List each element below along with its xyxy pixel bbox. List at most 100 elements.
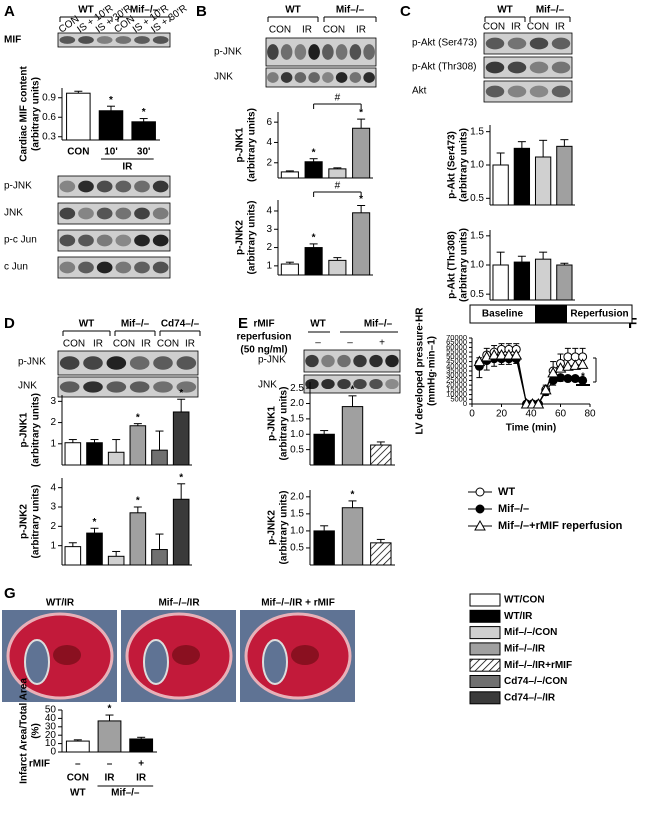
blot-band bbox=[349, 44, 362, 60]
panel-letter: F bbox=[628, 315, 637, 332]
significance-marker: * bbox=[142, 107, 146, 118]
blot-band bbox=[78, 180, 94, 193]
y-tick-label: 10000 bbox=[446, 390, 467, 399]
blot-band bbox=[78, 207, 94, 220]
significance-marker: * bbox=[109, 95, 113, 106]
blot-band bbox=[152, 234, 169, 247]
blot-band bbox=[152, 180, 169, 193]
significance-marker: * bbox=[351, 384, 355, 395]
blot-band bbox=[363, 72, 375, 83]
panel-letter: C bbox=[400, 3, 411, 20]
y-tick-label: 45000 bbox=[446, 357, 467, 366]
blot-band bbox=[78, 36, 94, 44]
significance-marker: * bbox=[312, 233, 316, 244]
group-label: Mif–/– bbox=[336, 5, 365, 16]
legend-swatch bbox=[469, 593, 501, 607]
y-tick-label: 0 bbox=[50, 747, 56, 758]
blot-band bbox=[369, 378, 383, 390]
y-tick-label: 2.5 bbox=[290, 383, 304, 394]
bar bbox=[151, 549, 168, 566]
lane-label: CON bbox=[63, 339, 85, 350]
y-tick-label: 1.5 bbox=[290, 509, 304, 520]
y-tick-label: 30000 bbox=[446, 371, 467, 380]
bar bbox=[66, 92, 91, 141]
point bbox=[570, 374, 580, 384]
blot-band bbox=[129, 356, 150, 370]
ventricle bbox=[262, 639, 288, 685]
y-tick-label: 1 bbox=[266, 260, 272, 271]
panel-letter: A bbox=[4, 3, 15, 20]
bar bbox=[556, 264, 573, 301]
blot-band bbox=[322, 44, 334, 60]
bar bbox=[107, 555, 125, 566]
blot-band bbox=[96, 36, 113, 44]
y-tick-label: 4 bbox=[50, 482, 56, 493]
y-axis-label: p-JNK1 bbox=[267, 406, 278, 441]
blot-band bbox=[529, 37, 549, 50]
x-tick-label: 30' bbox=[137, 147, 151, 158]
blot-band bbox=[507, 85, 527, 98]
point bbox=[474, 519, 486, 531]
legend-swatch bbox=[469, 642, 501, 656]
blot-band bbox=[115, 180, 132, 193]
y-tick-label: 5000 bbox=[450, 394, 467, 403]
x-tick-label: 10' bbox=[104, 147, 118, 158]
blot-band bbox=[115, 36, 132, 44]
bar bbox=[86, 532, 103, 566]
bar bbox=[97, 720, 122, 753]
infarct bbox=[53, 645, 81, 665]
row-label: JNK bbox=[4, 208, 23, 219]
infarct bbox=[291, 645, 319, 665]
lane-label: IR bbox=[356, 25, 366, 36]
y-axis-label: (arbitrary units) bbox=[459, 128, 470, 202]
y-tick-label: 55000 bbox=[446, 347, 467, 356]
blot-band bbox=[83, 381, 103, 393]
row-label: MIF bbox=[4, 35, 21, 46]
group-label: WT bbox=[79, 319, 95, 330]
blot-band bbox=[321, 354, 335, 368]
lane-label: IR bbox=[141, 339, 151, 350]
bar bbox=[313, 433, 335, 466]
group-label: WT bbox=[310, 319, 326, 330]
bracket-label: # bbox=[335, 93, 341, 104]
y-tick-label: 70000 bbox=[446, 333, 467, 342]
blot-band bbox=[485, 85, 505, 98]
blot bbox=[57, 350, 199, 376]
treatment-sign: – bbox=[107, 759, 113, 770]
blot-band bbox=[363, 44, 375, 60]
blot-band bbox=[106, 381, 127, 393]
bar bbox=[513, 147, 531, 206]
blot-band bbox=[294, 72, 307, 83]
y-tick-label: 20000 bbox=[446, 380, 467, 389]
lane-label: CON bbox=[527, 22, 549, 33]
legend-swatch bbox=[469, 658, 501, 672]
treatment-label: (50 ng/ml) bbox=[240, 345, 287, 356]
sign: + bbox=[379, 338, 385, 349]
point bbox=[556, 373, 565, 383]
blot-band bbox=[96, 180, 113, 193]
blot-band bbox=[280, 72, 293, 83]
bar bbox=[513, 261, 531, 301]
legend-label: Cd74–/–/IR bbox=[504, 692, 556, 703]
point bbox=[495, 348, 508, 360]
y-tick-label: 2.0 bbox=[290, 491, 304, 502]
legend-swatch bbox=[469, 691, 501, 705]
lane-label: CON bbox=[323, 25, 345, 36]
legend-label: WT bbox=[498, 486, 515, 498]
bar bbox=[280, 171, 299, 179]
y-axis-label: (arbitrary units) bbox=[459, 228, 470, 302]
lane-label: IR bbox=[511, 22, 521, 33]
y-tick-label: 1.5 bbox=[290, 414, 304, 425]
y-tick-label: 1.0 bbox=[470, 160, 484, 171]
legend-label: Cd74–/–/CON bbox=[504, 676, 567, 687]
blot-band bbox=[59, 234, 76, 247]
panel-letter: E bbox=[238, 315, 248, 332]
blot-band bbox=[529, 61, 549, 74]
blot-band bbox=[115, 207, 132, 220]
bar bbox=[304, 247, 323, 276]
y-tick-label: 1 bbox=[50, 438, 56, 449]
blot-band bbox=[267, 72, 279, 83]
blot-band bbox=[335, 44, 348, 60]
blot-band bbox=[322, 72, 334, 83]
